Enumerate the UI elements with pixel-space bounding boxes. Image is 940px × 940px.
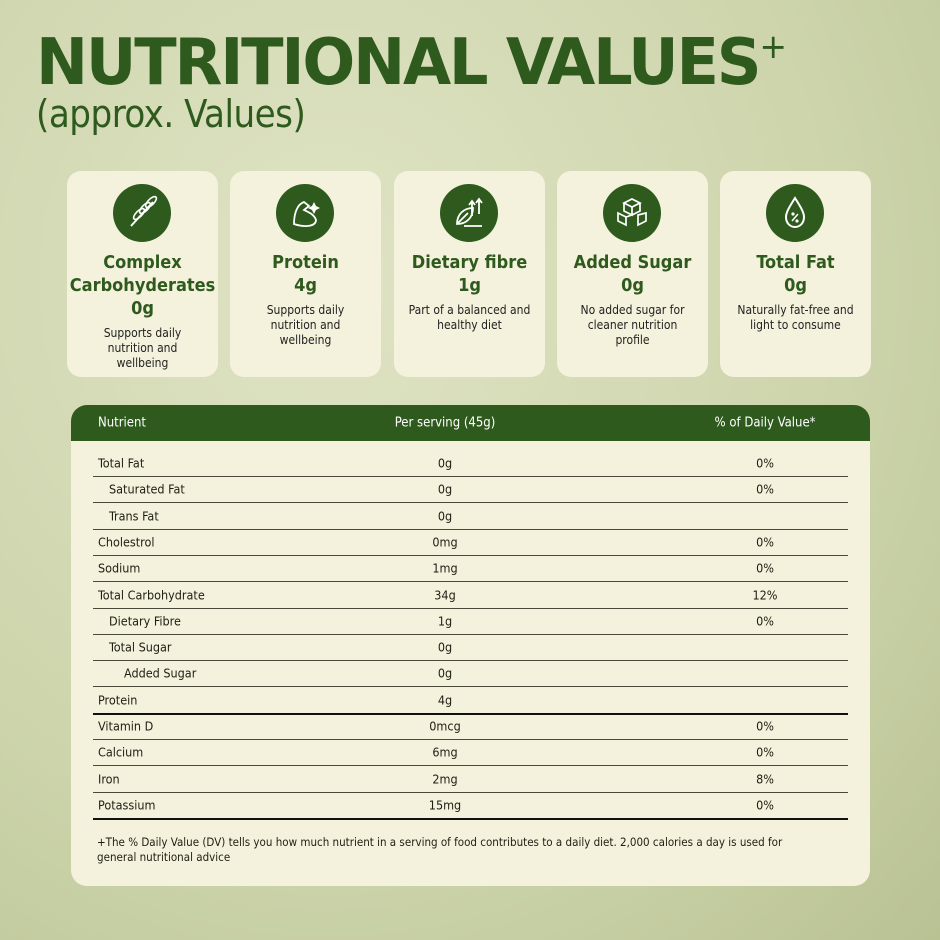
title-text: NUTRITIONAL VALUES: [36, 26, 762, 100]
card-name: Total Fat: [756, 252, 835, 273]
daily-value: 0%: [756, 534, 774, 550]
serving-amount: 6mg: [432, 744, 458, 760]
card-value: 0g: [784, 275, 807, 296]
table-row: Iron 2mg 8%: [93, 766, 848, 793]
nutrient-name: Saturated Fat: [109, 481, 185, 497]
card-icon: [113, 184, 171, 242]
daily-value: 8%: [756, 771, 774, 787]
card-description: No added sugar for cleaner nutrition pro…: [580, 303, 685, 347]
subtitle: (approx. Values): [36, 92, 306, 136]
card-title: Total Fat 0g Naturally fat-free and light …: [722, 251, 869, 333]
card-icon: [766, 184, 824, 242]
card-value: 0g: [131, 298, 154, 319]
nutrient-name: Protein: [98, 692, 138, 708]
nutrient-name: Potassium: [98, 797, 156, 813]
serving-amount: 1mg: [432, 560, 458, 576]
nutrient-name: Total Fat: [98, 455, 145, 471]
card-description: Supports daily nutrition and wellbeing: [266, 303, 345, 347]
card-title: Dietary fibre 1g Part of a balanced and he…: [396, 251, 543, 333]
table-row: Vitamin D 0mcg 0%: [93, 713, 848, 740]
column-header: Nutrient: [98, 415, 146, 431]
serving-amount: 2mg: [432, 771, 458, 787]
card-name: Dietary fibre: [411, 252, 528, 273]
serving-amount: 4g: [437, 692, 453, 708]
table-row: Potassium 15mg 0%: [93, 792, 848, 820]
serving-amount: 34g: [434, 587, 456, 602]
table-row: Cholestrol 0mg 0%: [93, 529, 848, 556]
table-row: Protein 4g: [93, 687, 848, 715]
table-row: Saturated Fat 0g 0%: [93, 476, 848, 504]
nutrient-name: Cholestrol: [98, 534, 155, 550]
nutrient-name: Sodium: [98, 560, 141, 576]
nutrition-table: Nutrient Per serving (45g) % of Daily Valu…: [71, 405, 870, 886]
page-title: NUTRITIONAL VALUES+: [36, 27, 787, 95]
card-name: Added Sugar: [573, 252, 692, 273]
nutrient-card: Complex Carbohyderates 0g Supports daily n…: [67, 171, 218, 377]
daily-value: 0%: [756, 744, 774, 760]
card-name: Protein: [272, 252, 339, 273]
serving-amount: 0g: [437, 455, 453, 471]
nutrient-name: Calcium: [98, 744, 144, 760]
daily-value: 0%: [756, 613, 774, 629]
daily-value: 12%: [752, 587, 778, 602]
card-icon: [276, 184, 334, 242]
nutrient-card: Added Sugar 0g No added sugar for cleaner …: [557, 171, 708, 377]
card-description: Part of a balanced and healthy diet: [408, 303, 531, 332]
nutrient-card: Protein 4g Supports daily nutrition and we…: [230, 171, 381, 377]
table-row: Total Carbohydrate 34g 12%: [93, 582, 848, 609]
footnote: +The % Daily Value (DV) tells you how mu…: [97, 835, 783, 864]
table-row: Trans Fat 0g: [93, 503, 848, 530]
serving-amount: 15mg: [428, 797, 462, 813]
daily-value: 0%: [756, 560, 774, 576]
card-description: Naturally fat-free and light to consume: [737, 303, 854, 332]
serving-amount: 0g: [437, 665, 453, 681]
card-icon: [603, 184, 661, 242]
card-value: 1g: [458, 275, 481, 296]
table-row: Total Fat 0g 0%: [93, 450, 848, 477]
nutrient-name: Trans Fat: [109, 508, 159, 524]
column-header: % of Daily Value*: [714, 415, 816, 431]
nutrient-name: Dietary Fibre: [109, 613, 181, 629]
daily-value: 0%: [756, 455, 774, 471]
nutrient-name: Vitamin D: [98, 718, 154, 734]
card-title: Complex Carbohyderates 0g Supports daily n…: [69, 251, 216, 371]
column-header: Per serving (45g): [394, 415, 496, 431]
card-value: 4g: [294, 275, 317, 296]
nutrient-name: Iron: [98, 771, 120, 787]
serving-amount: 0g: [437, 508, 453, 524]
table-header: Nutrient Per serving (45g) % of Daily Valu…: [71, 405, 870, 441]
table-row: Calcium 6mg 0%: [93, 739, 848, 767]
card-description: Supports daily nutrition and wellbeing: [103, 326, 182, 370]
nutrient-card: Total Fat 0g Naturally fat-free and light …: [720, 171, 871, 377]
nutrient-name: Total Carbohydrate: [98, 587, 205, 602]
daily-value: 0%: [756, 797, 774, 813]
serving-amount: 0g: [437, 639, 453, 655]
card-name: Complex Carbohyderates: [69, 252, 216, 296]
card-icon: [440, 184, 498, 242]
serving-amount: 0mg: [432, 534, 458, 550]
daily-value: 0%: [756, 481, 774, 497]
table-row: Added Sugar 0g: [93, 660, 848, 688]
nutrient-name: Total Sugar: [109, 639, 172, 655]
serving-amount: 0mcg: [429, 718, 461, 734]
serving-amount: 1g: [437, 613, 453, 629]
card-title: Protein 4g Supports daily nutrition and we…: [232, 251, 379, 348]
serving-amount: 0g: [437, 481, 453, 497]
nutrient-name: Added Sugar: [124, 665, 197, 681]
table-row: Dietary Fibre 1g 0%: [93, 608, 848, 635]
title-mark: +: [759, 27, 787, 67]
card-value: 0g: [621, 275, 644, 296]
card-title: Added Sugar 0g No added sugar for cleaner …: [559, 251, 706, 348]
table-row: Total Sugar 0g: [93, 634, 848, 662]
daily-value: 0%: [756, 718, 774, 734]
table-row: Sodium 1mg 0%: [93, 555, 848, 583]
nutrient-card: Dietary fibre 1g Part of a balanced and he…: [394, 171, 545, 377]
